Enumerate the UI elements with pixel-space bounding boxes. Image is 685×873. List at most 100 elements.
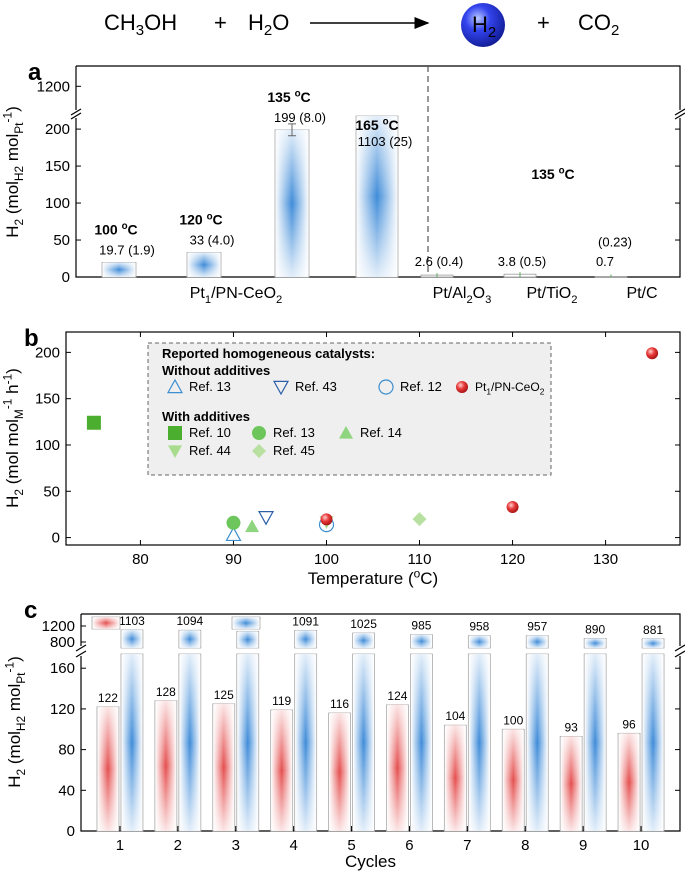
- bar-blue-9: [583, 638, 607, 649]
- axis-break-mark: [674, 650, 685, 658]
- y-axis-label: H2 (molH2 molPt-1): [1, 106, 27, 238]
- value-label-red: 124: [387, 689, 407, 703]
- bar-blue-7-lower: [467, 653, 491, 832]
- x-tick-label: 80: [132, 551, 149, 568]
- legend-marker: [168, 445, 182, 458]
- value-label-red: 119: [272, 694, 291, 708]
- bar-blue-6-shade: [411, 634, 432, 648]
- value-label: 19.7 (1.9): [99, 242, 155, 257]
- axis-break-mark: [674, 644, 685, 652]
- value-label-red: 128: [156, 685, 176, 699]
- temp-label: 135 oC: [267, 89, 310, 105]
- legend-marker-pt: [456, 381, 468, 393]
- bar-red-6-shade: [387, 704, 408, 831]
- x-tick-label: 10: [633, 837, 650, 854]
- legend-entry: Ref. 43: [295, 379, 337, 394]
- error-bar: [288, 123, 296, 137]
- bar-blue-7-lower-shade: [469, 654, 490, 831]
- bar-0-shade: [103, 262, 135, 277]
- temp-label: 100 oC: [94, 221, 137, 237]
- axis-break-mark: [674, 108, 685, 116]
- x-tick-label: 130: [593, 551, 618, 568]
- value-label-red: 122: [98, 691, 118, 705]
- legend-marker: [168, 426, 182, 440]
- bar-blue-7: [467, 635, 491, 649]
- error-label: (0.23): [598, 235, 632, 250]
- y-tick-label: 160: [50, 660, 75, 677]
- bar-blue-2-lower: [178, 653, 202, 832]
- value-label-blue: 890: [585, 622, 605, 636]
- plus-sign: +: [214, 10, 227, 35]
- value-label: 1103 (25): [358, 134, 413, 149]
- legend-with: With additives: [162, 409, 250, 424]
- bar-red-10-shade: [619, 733, 640, 831]
- legend-marker: [252, 444, 266, 458]
- x-tick-label: 9: [579, 837, 587, 854]
- bar-blue-4: [294, 629, 318, 649]
- bar-red-2-shade: [155, 700, 176, 831]
- bar-red-5: [328, 712, 351, 832]
- value-label-red: 100: [503, 713, 523, 727]
- data-point-pt: [646, 347, 659, 360]
- panel-label-b: b: [24, 325, 39, 352]
- bar-red-6: [386, 704, 409, 832]
- value-label-red: 93: [564, 720, 578, 734]
- data-point-pt: [506, 501, 519, 514]
- legend-box: [147, 342, 552, 476]
- bar-blue-3-lower: [236, 653, 260, 832]
- group-label: Pt/C: [626, 285, 657, 302]
- legend-swatch-red-shade: [93, 617, 119, 629]
- legend-entry: Ref. 13: [189, 379, 231, 394]
- x-tick-label: 5: [347, 837, 355, 854]
- bar-red-1-shade: [97, 706, 118, 831]
- value-label-red: 116: [330, 697, 349, 711]
- data-point: [245, 519, 260, 533]
- y-tick-label: 1200: [42, 618, 75, 635]
- bar-red-9-shade: [561, 736, 582, 831]
- data-point: [225, 526, 242, 542]
- legend-entry: Ref. 13: [273, 425, 315, 440]
- value-label-blue: 1025: [350, 617, 377, 631]
- x-axis-label: Cycles: [345, 852, 396, 871]
- axis-break-mark: [75, 644, 87, 652]
- y-tick-label: 150: [45, 158, 70, 175]
- bar-blue-1-lower: [120, 653, 144, 832]
- legend-entry-pt: Pt1/PN-CeO2: [475, 380, 545, 397]
- x-axis-label: Temperature (oC): [308, 567, 438, 588]
- y-tick-label: 0: [52, 530, 60, 547]
- legend-marker: [252, 426, 266, 440]
- bar-red-3: [212, 703, 236, 832]
- legend-marker: [166, 378, 184, 394]
- legend-marker: [339, 426, 353, 439]
- bar-blue-3: [236, 630, 260, 649]
- bar-red-8-shade: [503, 729, 524, 831]
- legend-marker: [378, 379, 394, 395]
- group-label: Pt/Al2O3: [433, 285, 492, 306]
- bar-blue-5-shade: [353, 633, 374, 648]
- bar-red-8: [501, 728, 525, 832]
- y-axis-label: H2 (molH2 molPt-1): [3, 656, 29, 788]
- legend-entry: Ref. 44: [189, 443, 231, 458]
- bar-blue-5-lower: [352, 653, 375, 832]
- value-label-blue: 985: [411, 619, 431, 633]
- bar-blue-4-lower: [294, 653, 318, 832]
- value-label-blue: 1094: [176, 614, 203, 628]
- data-point-pt: [320, 513, 333, 526]
- product-hydrogen: H2: [472, 12, 496, 41]
- bar-blue-3-lower-shade: [237, 654, 258, 831]
- y-tick-label: 0: [62, 269, 70, 286]
- bar-red-2: [154, 700, 178, 832]
- bar-blue-6-lower-shade: [411, 654, 432, 831]
- bar-red-1: [96, 706, 120, 832]
- bar-blue-6: [410, 634, 433, 649]
- bar-red-10: [617, 732, 641, 832]
- value-label-red: 104: [445, 709, 465, 723]
- bar-blue-1: [120, 629, 144, 649]
- ref-temp-label: 135 oC: [531, 166, 574, 182]
- value-label-blue: 1103: [119, 614, 145, 628]
- legend-without: Without additives: [162, 363, 270, 378]
- bar-0: [101, 262, 137, 278]
- data-point: [257, 511, 275, 526]
- bar-blue-10: [641, 638, 665, 649]
